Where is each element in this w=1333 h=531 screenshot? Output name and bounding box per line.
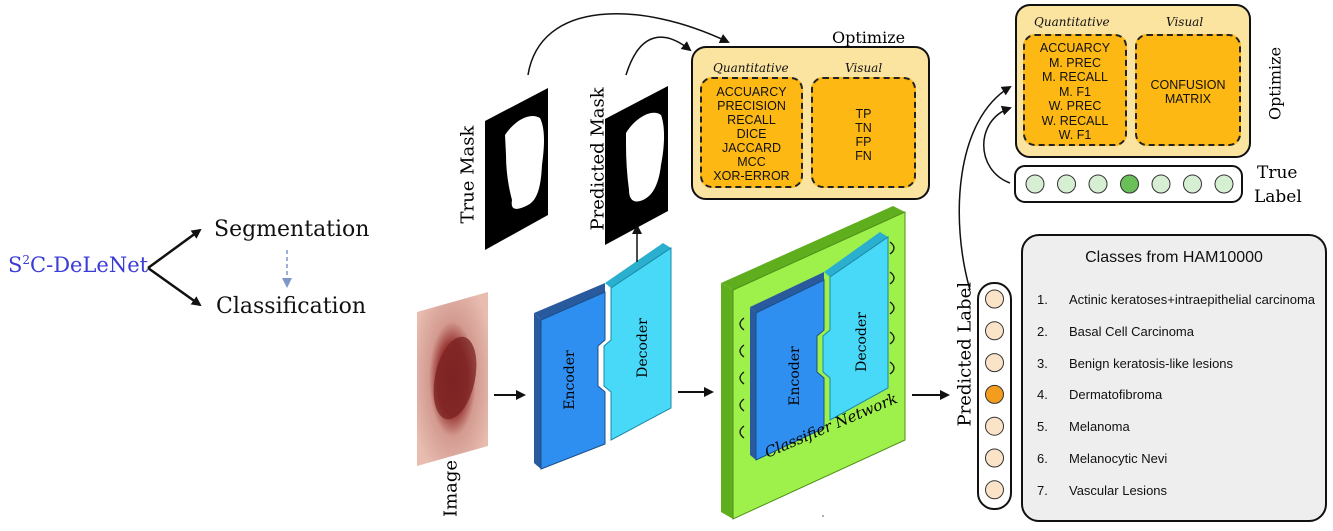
seg-visual-metric-0: TP	[855, 107, 872, 121]
seg-visual-metric-1: TN	[855, 121, 872, 135]
true-label-node	[1025, 174, 1045, 194]
true-label-node	[1088, 174, 1108, 194]
predicted-label-nodes	[985, 289, 1004, 500]
model-name-rest: C-DeLeNet	[30, 253, 149, 277]
true-label-node	[1151, 174, 1171, 194]
task-classification: Classification	[216, 294, 367, 319]
predicted-label-node	[985, 416, 1004, 436]
class-item: 3. Benign keratosis-like lesions	[1037, 356, 1233, 371]
true-label-node	[1120, 174, 1139, 194]
segmentation-decoder	[603, 243, 672, 441]
class-item-name: Benign keratosis-like lesions	[1069, 355, 1234, 371]
cls-quant-metric-5: W. RECALL	[1041, 113, 1109, 128]
predicted-label-node	[985, 353, 1004, 373]
classes-panel-title: Classes from HAM10000	[1085, 249, 1263, 266]
true-label-to-metrics-arrow	[983, 105, 1012, 184]
seg-visual-metric-2: FP	[855, 135, 872, 149]
seg-quant-metric-0: ACCUARCY	[716, 85, 787, 99]
class-item: 6. Melanocytic Nevi	[1037, 451, 1167, 466]
predicted-label-node	[985, 289, 1004, 309]
true-label-node	[1057, 174, 1076, 194]
cls-quantitative-metrics: ACCUARCY M. PREC M. RECALL M. F1 W. PREC W. R…	[1023, 34, 1127, 146]
seg-quant-metric-1: PRECISION	[717, 99, 786, 113]
seg-quant-metric-3: DICE	[736, 127, 767, 141]
class-item: 5. Melanoma	[1037, 419, 1130, 434]
true-mask-label: True Mask	[457, 125, 479, 224]
class-item-name: Basal Cell Carcinoma	[1069, 323, 1194, 339]
seg-decoder-label: Decoder	[635, 318, 651, 378]
class-item: 4. Dermatofibroma	[1037, 387, 1162, 402]
task-branch-arrows	[147, 228, 292, 307]
true-label-node	[1214, 174, 1234, 194]
cls-quant-metric-6: W. F1	[1058, 128, 1092, 142]
predicted-label-title: Predicted Label	[954, 282, 976, 427]
image-label: Image	[440, 459, 462, 518]
task-segmentation: Segmentation	[214, 217, 370, 242]
cls-visual-metric-0: CONFUSION	[1150, 78, 1226, 92]
class-item-number: 6.	[1037, 451, 1048, 466]
class-item: 2. Basal Cell Carcinoma	[1037, 324, 1194, 339]
class-item-name: Melanocytic Nevi	[1069, 451, 1168, 466]
classes-panel: Classes from HAM10000 1. Actinic keratose…	[1021, 234, 1327, 522]
true-label-title-line1: True	[1257, 163, 1298, 183]
predicted-label-node	[985, 480, 1004, 500]
true-label-node	[1183, 174, 1202, 194]
class-item: 1. Actinic keratoses+intraepithelial carc…	[1037, 292, 1315, 307]
predicted-label-node	[985, 384, 1004, 404]
class-item-number: 7.	[1037, 482, 1048, 498]
class-item: 7. Vascular Lesions	[1037, 483, 1167, 498]
predicted-mask-label: Predicted Mask	[587, 87, 609, 231]
cls-visual-metrics: CONFUSION MATRIX	[1135, 34, 1241, 146]
seg-quant-metric-5: MCC	[737, 155, 766, 169]
prediction-to-metrics-arrow	[958, 85, 1012, 291]
true-mask-to-metrics-arrow	[527, 13, 730, 76]
cls-quant-metric-1: M. PREC	[1048, 55, 1102, 70]
classifier-network-block	[721, 206, 906, 520]
input-image	[417, 292, 488, 466]
class-item-name: Melanoma	[1069, 419, 1130, 435]
cls-quant-metric-3: M. F1	[1059, 84, 1091, 99]
cls-optimize-label: Optimize	[1265, 46, 1285, 121]
seg-optimize-label: Optimize	[832, 28, 906, 47]
seg-quant-metric-6: XOR-ERROR	[713, 169, 790, 183]
model-name-base: S	[8, 253, 23, 277]
seg-visual-heading: Visual	[845, 61, 883, 75]
seg-encoder-label: Encoder	[562, 350, 578, 410]
predicted-label-node	[985, 448, 1004, 468]
cls-quantitative-heading: Quantitative	[1034, 15, 1110, 29]
cls-decoder-label: Decoder	[854, 312, 870, 372]
predicted-mask-image	[605, 86, 668, 245]
cls-quant-metric-0: ACCUARCY	[1039, 41, 1111, 55]
predicted-mask-to-metrics-arrow	[625, 36, 692, 76]
class-item-name: Vascular Lesions	[1069, 482, 1168, 498]
segmentation-encoder	[534, 283, 606, 470]
class-item-number: 2.	[1037, 323, 1048, 339]
class-item-number: 5.	[1037, 419, 1048, 435]
seg-visual-metric-3: FN	[855, 149, 872, 163]
class-item-number: 3.	[1037, 355, 1048, 371]
cls-quant-metric-4: W. PREC	[1048, 99, 1102, 113]
true-mask-image	[485, 88, 548, 250]
cls-quant-metric-2: M. RECALL	[1042, 70, 1108, 84]
predicted-label-node	[985, 321, 1004, 341]
model-name-sup: 2	[22, 253, 31, 267]
cls-visual-heading: Visual	[1166, 15, 1204, 29]
seg-quant-metric-4: JACCARD	[721, 141, 782, 155]
cls-visual-metric-1: MATRIX	[1164, 92, 1212, 106]
cls-encoder-label: Encoder	[787, 346, 803, 406]
seg-quantitative-metrics: ACCUARCY PRECISION RECALL DICE JACCARD MCC XOR…	[700, 77, 803, 188]
model-name: S2C-DeLeNet	[8, 253, 148, 277]
seg-visual-metrics: TP TN FP FN	[811, 77, 916, 188]
seg-quant-metric-2: RECALL	[727, 113, 776, 127]
class-item-number: 1.	[1037, 292, 1048, 307]
class-item-name: Actinic keratoses+intraepithelial carcin…	[1069, 292, 1316, 307]
class-item-number: 4.	[1037, 387, 1048, 403]
true-label-nodes	[1025, 174, 1234, 194]
true-label-title-line2: Label	[1254, 187, 1302, 207]
class-item-name: Dermatofibroma	[1069, 387, 1163, 403]
seg-quantitative-heading: Quantitative	[713, 61, 789, 75]
